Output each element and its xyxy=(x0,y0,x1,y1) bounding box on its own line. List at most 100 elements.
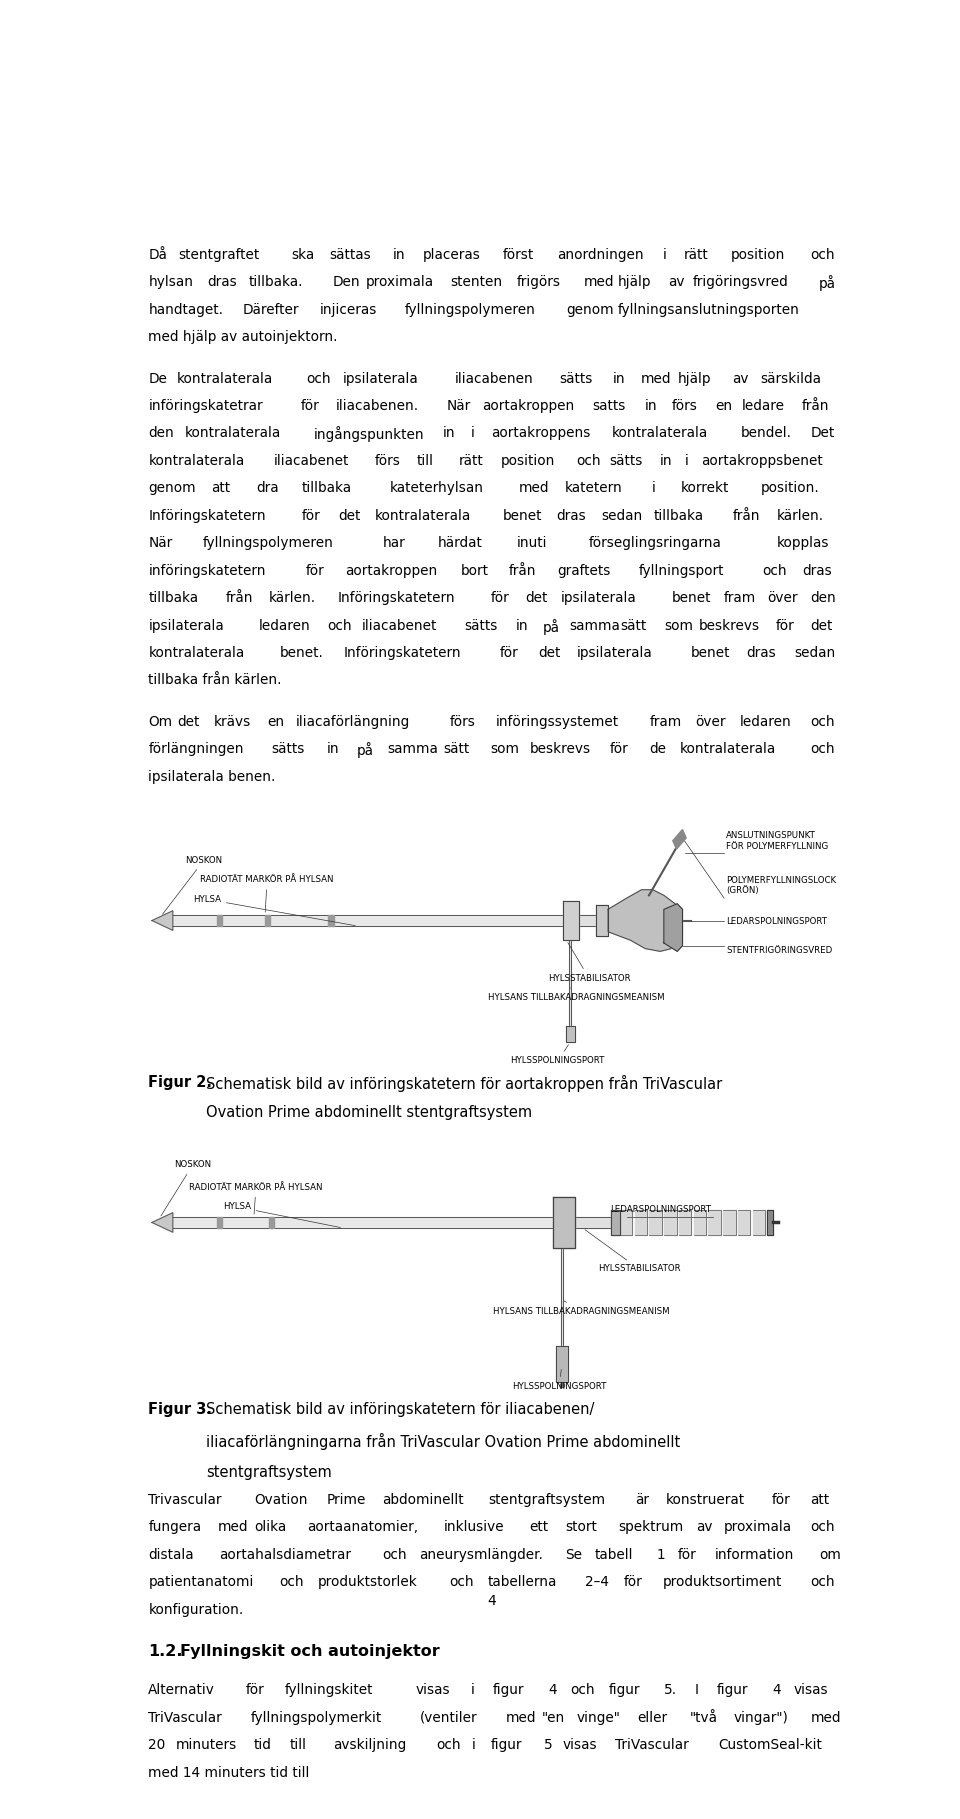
Text: frigörs: frigörs xyxy=(517,275,562,289)
Text: tillbaka från kärlen.: tillbaka från kärlen. xyxy=(148,673,282,688)
Text: och: och xyxy=(576,455,600,467)
Text: rätt: rätt xyxy=(684,247,708,262)
Text: benet: benet xyxy=(503,509,542,522)
Text: figur: figur xyxy=(492,1739,523,1752)
Text: stort: stort xyxy=(565,1521,598,1535)
Text: i: i xyxy=(472,1739,476,1752)
Text: ANSLUTNINGSPUNKT
FÖR POLYMERFYLLNING: ANSLUTNINGSPUNKT FÖR POLYMERFYLLNING xyxy=(727,831,828,851)
Text: LEDARSPOLNINGSPORT: LEDARSPOLNINGSPORT xyxy=(727,917,828,926)
Text: graftets: graftets xyxy=(557,564,611,578)
Text: dras: dras xyxy=(556,509,586,522)
Text: injiceras: injiceras xyxy=(320,302,376,317)
Text: 4: 4 xyxy=(548,1683,557,1697)
Text: spektrum: spektrum xyxy=(618,1521,684,1535)
Text: visas: visas xyxy=(416,1683,450,1697)
Text: Se: Se xyxy=(565,1548,583,1563)
Text: kontralaterala: kontralaterala xyxy=(680,742,776,757)
Text: samma: samma xyxy=(388,742,439,757)
Text: iliacabenet: iliacabenet xyxy=(274,455,349,467)
Text: tabell: tabell xyxy=(594,1548,633,1563)
Text: inklusive: inklusive xyxy=(444,1521,504,1535)
Text: iliacabenen: iliacabenen xyxy=(455,371,534,386)
Text: Införingskatetern: Införingskatetern xyxy=(148,509,266,522)
Polygon shape xyxy=(561,1248,564,1346)
Text: sedan: sedan xyxy=(601,509,642,522)
Text: med: med xyxy=(519,482,549,495)
Text: distala: distala xyxy=(148,1548,194,1563)
Text: HYLSSPOLNINGSPORT: HYLSSPOLNINGSPORT xyxy=(512,1370,607,1392)
Text: proximala: proximala xyxy=(724,1521,792,1535)
Text: aortakroppen: aortakroppen xyxy=(346,564,438,578)
Text: in: in xyxy=(443,426,455,440)
Text: 20: 20 xyxy=(148,1739,165,1752)
Text: NOSKON: NOSKON xyxy=(162,855,223,915)
Text: sättas: sättas xyxy=(329,247,372,262)
Polygon shape xyxy=(664,1210,677,1235)
Text: genom: genom xyxy=(148,482,196,495)
Text: den: den xyxy=(810,591,836,606)
Text: De: De xyxy=(148,371,167,386)
Text: och: och xyxy=(382,1548,407,1563)
Text: in: in xyxy=(660,455,672,467)
Text: När: När xyxy=(446,398,471,413)
Text: fram: fram xyxy=(650,715,682,729)
Text: kontralaterala: kontralaterala xyxy=(148,646,245,660)
Text: fyllningsport: fyllningsport xyxy=(638,564,724,578)
Text: ledaren: ledaren xyxy=(740,715,792,729)
Text: dra: dra xyxy=(256,482,279,495)
Text: dras: dras xyxy=(207,275,237,289)
Text: proximala: proximala xyxy=(367,275,434,289)
Text: benet.: benet. xyxy=(279,646,324,660)
Text: benet: benet xyxy=(691,646,731,660)
Text: Då: Då xyxy=(148,247,167,262)
Polygon shape xyxy=(575,1217,611,1228)
Text: förs: förs xyxy=(450,715,476,729)
Text: ledaren: ledaren xyxy=(258,618,310,633)
Text: till: till xyxy=(289,1739,306,1752)
Polygon shape xyxy=(217,1217,222,1228)
Text: benet: benet xyxy=(671,591,711,606)
Text: stentgraftet: stentgraftet xyxy=(178,247,259,262)
Polygon shape xyxy=(723,1210,735,1235)
Text: för: för xyxy=(491,591,509,606)
Polygon shape xyxy=(620,1210,633,1235)
Polygon shape xyxy=(664,904,683,951)
Text: ingångspunkten: ingångspunkten xyxy=(314,426,424,442)
Text: 5.: 5. xyxy=(664,1683,678,1697)
Text: RADIOTÄT MARKÖR PÅ HYLSAN: RADIOTÄT MARKÖR PÅ HYLSAN xyxy=(189,1182,323,1213)
Polygon shape xyxy=(563,900,579,940)
Text: ipsilaterala: ipsilaterala xyxy=(561,591,636,606)
Text: minuters: minuters xyxy=(176,1739,237,1752)
Text: Fyllningskit och autoinjektor: Fyllningskit och autoinjektor xyxy=(180,1644,440,1659)
Text: hjälp: hjälp xyxy=(617,275,651,289)
Text: (ventiler: (ventiler xyxy=(420,1712,478,1724)
Text: figur: figur xyxy=(716,1683,748,1697)
Text: Schematisk bild av införingskatetern för aortakroppen från TriVascular: Schematisk bild av införingskatetern för… xyxy=(206,1075,723,1091)
Polygon shape xyxy=(265,915,271,926)
Text: RADIOTÄT MARKÖR PÅ HYLSAN: RADIOTÄT MARKÖR PÅ HYLSAN xyxy=(201,875,334,911)
Text: kontralaterala: kontralaterala xyxy=(374,509,470,522)
Text: HYLSA: HYLSA xyxy=(193,895,355,926)
Text: sätt: sätt xyxy=(444,742,469,757)
Text: och: och xyxy=(449,1575,473,1590)
Text: TriVascular: TriVascular xyxy=(148,1712,222,1724)
Text: som: som xyxy=(491,742,519,757)
Text: och: och xyxy=(810,247,835,262)
Text: Om: Om xyxy=(148,715,173,729)
Text: med: med xyxy=(506,1712,537,1724)
Text: och: och xyxy=(810,742,835,757)
Polygon shape xyxy=(269,1217,274,1228)
Text: införingskatetrar: införingskatetrar xyxy=(148,398,263,413)
Text: sätt: sätt xyxy=(620,618,647,633)
Text: som: som xyxy=(664,618,693,633)
Text: från: från xyxy=(509,564,537,578)
Text: det: det xyxy=(539,646,561,660)
Polygon shape xyxy=(596,906,608,937)
Text: med: med xyxy=(218,1521,249,1535)
Text: figur: figur xyxy=(609,1683,640,1697)
Text: tillbaka: tillbaka xyxy=(654,509,705,522)
Text: Det: Det xyxy=(810,426,835,440)
Text: över: över xyxy=(767,591,798,606)
Text: 4: 4 xyxy=(488,1593,496,1608)
Text: först: först xyxy=(503,247,534,262)
